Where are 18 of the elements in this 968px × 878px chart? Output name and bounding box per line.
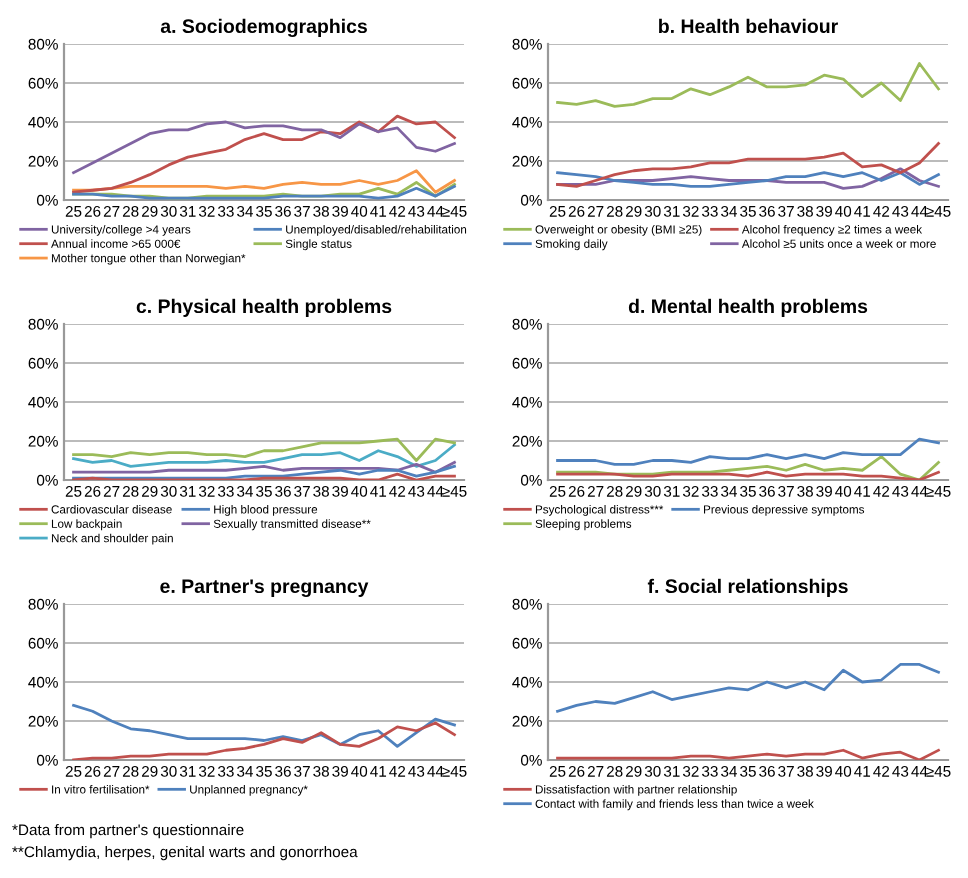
line-series [556,437,940,466]
chart-title: f. Social relationships [647,578,848,597]
chart-title: e. Partner's pregnancy [160,579,369,598]
line-series [72,704,456,748]
chart-title: a. Sociodemographics [160,18,367,38]
line-series [72,114,456,194]
chart-title: d. Mental health problems [628,298,868,317]
chart-title: c. Physical health problems [136,298,392,317]
line-series [556,142,940,188]
line-series [556,455,940,480]
line-series [72,443,456,468]
line-series [72,437,456,462]
line-series [556,62,940,108]
line-series [72,169,456,194]
line-series [72,120,456,175]
chart-title: b. Health behaviour [659,18,838,34]
line-series [556,663,940,713]
line-series [72,721,456,760]
